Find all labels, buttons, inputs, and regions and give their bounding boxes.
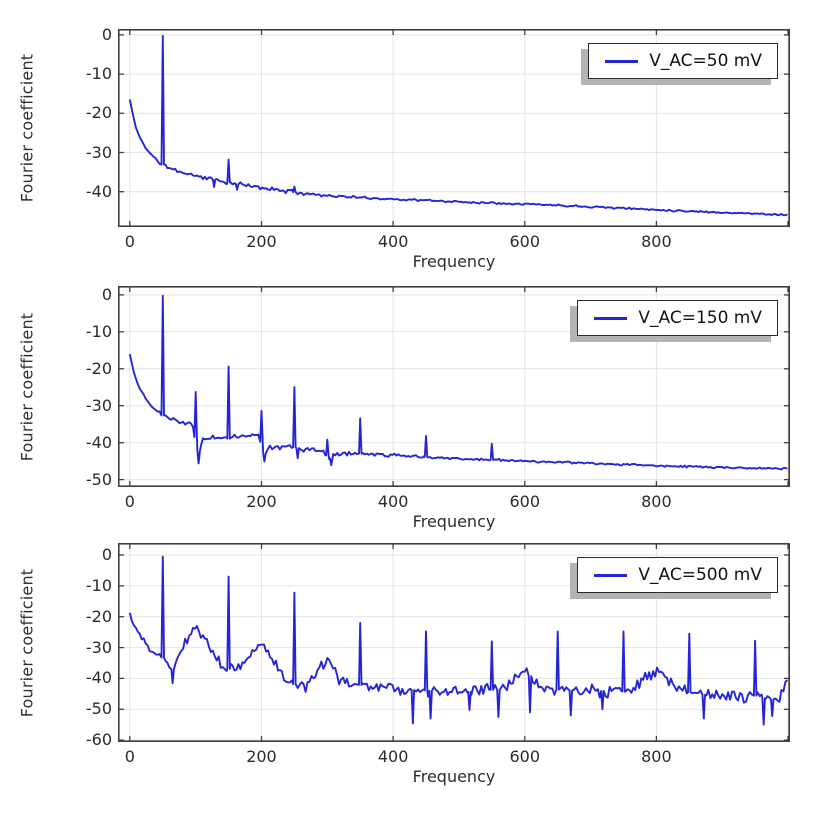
legend-label: V_AC=150 mV — [638, 308, 762, 328]
legend-box: V_AC=500 mV — [577, 557, 778, 593]
legend-line-sample — [594, 316, 628, 320]
y-tick-label: -20 — [85, 606, 112, 626]
x-tick-label: 400 — [377, 747, 409, 766]
x-tick-label: 0 — [124, 232, 135, 251]
y-tick-label: -20 — [85, 358, 112, 378]
plot-canvas — [118, 29, 790, 227]
x-tick-label: 600 — [509, 232, 541, 251]
legend-line-sample — [605, 59, 639, 63]
x-axis-label: Frequency — [412, 767, 496, 786]
y-tick-label: -10 — [85, 64, 112, 84]
x-tick-label: 200 — [246, 492, 277, 511]
x-tick-label: 600 — [509, 747, 541, 766]
x-tick-label: 600 — [509, 492, 541, 511]
y-tick-label: -40 — [85, 181, 112, 201]
y-tick-label: -30 — [85, 637, 112, 657]
legend-line-sample — [594, 573, 628, 577]
x-tick-label: 200 — [246, 747, 277, 766]
y-axis-label: Fourier coefficient — [17, 312, 37, 461]
y-tick-label: -50 — [85, 469, 112, 489]
x-tick-label: 200 — [246, 232, 277, 251]
series-line — [128, 555, 789, 726]
y-tick-label: 0 — [101, 24, 112, 44]
y-tick-label: -40 — [85, 668, 112, 688]
y-tick-label: -50 — [85, 699, 112, 719]
axis-frame — [118, 543, 790, 742]
series-line — [128, 294, 788, 471]
y-tick-label: -60 — [85, 730, 112, 750]
x-tick-label: 800 — [641, 492, 672, 511]
y-tick-label: -30 — [85, 142, 112, 162]
subplot-vac-500mv: Fourier coefficient V_AC=500 mV Frequenc… — [0, 514, 839, 817]
x-axis-label: Frequency — [412, 252, 496, 271]
legend-box: V_AC=50 mV — [588, 43, 778, 79]
y-tick-label: 0 — [101, 284, 112, 304]
legend-label: V_AC=50 mV — [649, 51, 762, 71]
x-tick-label: 400 — [377, 232, 409, 251]
x-axis-label: Frequency — [412, 512, 496, 531]
y-axis-label: Fourier coefficient — [17, 53, 37, 203]
y-tick-label: -20 — [85, 103, 112, 123]
y-tick-label: -10 — [85, 575, 112, 595]
legend-label: V_AC=500 mV — [638, 565, 762, 585]
x-tick-label: 0 — [124, 492, 135, 511]
series-line — [128, 34, 788, 217]
tick-marks — [119, 544, 789, 741]
axis-frame — [118, 286, 790, 487]
x-tick-label: 0 — [124, 747, 135, 766]
gridlines — [118, 543, 790, 742]
y-tick-label: -40 — [85, 432, 112, 452]
tick-marks — [119, 30, 789, 226]
x-tick-label: 800 — [641, 232, 672, 251]
tick-marks — [119, 287, 789, 486]
gridlines — [118, 29, 790, 227]
legend-box: V_AC=150 mV — [577, 300, 778, 336]
y-tick-label: -10 — [85, 321, 112, 341]
x-tick-label: 400 — [377, 492, 409, 511]
y-tick-label: -30 — [85, 395, 112, 415]
plot-canvas — [118, 543, 790, 742]
axis-frame — [118, 29, 790, 227]
x-tick-label: 800 — [641, 747, 672, 766]
y-tick-label: 0 — [101, 545, 112, 565]
subplot-vac-50mv: Fourier coefficient V_AC=50 mV Frequency… — [0, 0, 839, 271]
subplot-vac-150mv: Fourier coefficient V_AC=150 mV Frequenc… — [0, 257, 839, 531]
y-axis-label: Fourier coefficient — [17, 568, 37, 717]
